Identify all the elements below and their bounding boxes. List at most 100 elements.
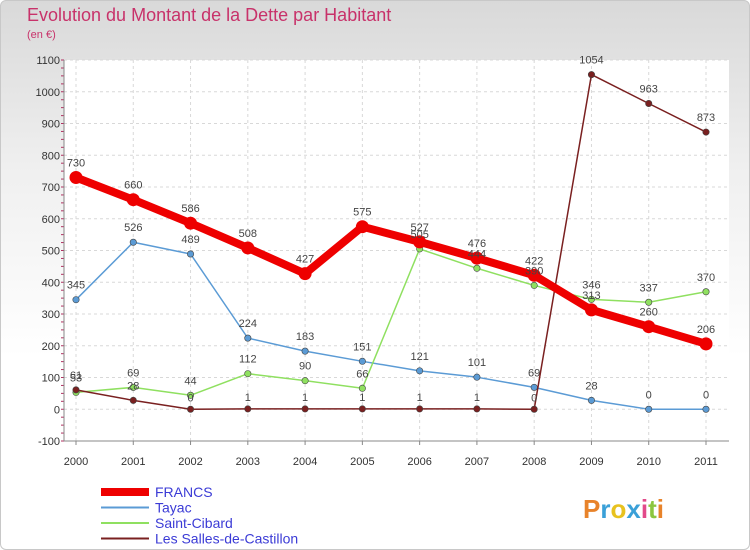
data-point [301,377,309,385]
x-tick-label: 2002 [178,456,202,468]
data-point [244,405,252,413]
data-point [702,405,710,413]
data-point [129,238,137,246]
x-tick-label: 2008 [522,456,546,468]
data-label: 101 [468,357,486,369]
data-label: 0 [646,389,652,401]
data-label: 1 [359,392,365,404]
data-label: 224 [239,318,257,330]
data-point [527,268,541,282]
data-point [642,320,656,334]
data-label: 337 [640,282,658,294]
y-tick-label: 800 [42,150,60,162]
proxiti-logo: Proxiti [583,494,664,524]
data-point [187,250,195,258]
data-point [129,396,137,404]
data-label: 345 [67,280,85,292]
data-point [584,303,598,317]
logo-letter: P [583,494,600,524]
x-tick-label: 2005 [350,456,374,468]
data-point [184,216,198,230]
data-point [645,298,653,306]
data-label: 476 [468,238,486,250]
y-tick-label: 700 [42,182,60,194]
data-label: 1 [245,392,251,404]
data-point [358,405,366,413]
legend-label: FRANCS [155,484,213,500]
data-point [470,251,484,265]
y-tick-label: 600 [42,214,60,226]
data-label: 112 [239,354,257,366]
data-point [530,281,538,289]
x-tick-label: 2003 [236,456,260,468]
data-point [244,334,252,342]
series-line [75,241,706,410]
data-point [72,296,80,304]
data-label: 1 [417,392,423,404]
data-label: 0 [531,392,537,404]
data-label: 121 [410,351,428,363]
series-line [75,248,707,397]
data-label: 1054 [579,55,603,67]
x-tick-label: 2009 [579,456,603,468]
data-label: 370 [697,272,715,284]
x-tick-label: 2001 [121,456,145,468]
data-label: 527 [410,222,428,234]
data-point [241,241,255,255]
series-line [75,73,707,410]
x-tick-label: 2000 [64,456,88,468]
data-label: 1 [302,392,308,404]
data-point [702,128,710,136]
data-label: 508 [239,228,257,240]
data-point [530,405,538,413]
data-label: 963 [640,83,658,95]
data-point [587,396,595,404]
x-tick-label: 2011 [694,456,718,468]
data-label: 660 [124,180,142,192]
data-point [699,337,713,351]
data-label: 346 [582,279,600,291]
y-tick-label: 300 [42,309,60,321]
data-label: 183 [296,331,314,343]
data-label: 505 [410,229,428,241]
data-label: 489 [181,234,199,246]
data-point [187,405,195,413]
data-point [301,405,309,413]
data-label: 575 [353,207,371,219]
data-label: 427 [296,254,314,266]
data-point [126,193,140,207]
data-point [301,347,309,355]
data-point [358,384,366,392]
y-tick-label: 1100 [36,55,60,67]
logo-letter: x [626,494,641,524]
data-point [587,71,595,79]
data-point [69,170,83,184]
data-point [355,220,369,234]
chart-subtitle: (en €) [27,29,56,41]
data-point [413,235,427,249]
data-label: 260 [640,307,658,319]
y-tick-label: 400 [42,277,60,289]
data-label: 730 [67,157,85,169]
y-tick-label: 200 [42,341,60,353]
data-label: 61 [70,370,82,382]
data-label: 69 [127,367,139,379]
y-tick-label: 100 [42,373,60,385]
data-point [129,383,137,391]
data-point [645,99,653,107]
logo-letter: t [648,494,657,524]
data-point [416,405,424,413]
logo-letter: o [610,494,626,524]
data-point [358,357,366,365]
logo-letter: i [657,494,664,524]
y-tick-label: 500 [42,246,60,258]
data-label: 586 [181,203,199,215]
x-tick-label: 2007 [465,456,489,468]
data-label: 390 [525,265,543,277]
data-point [530,383,538,391]
data-point [702,288,710,296]
data-label: 44 [184,375,196,387]
data-label: 526 [124,222,142,234]
